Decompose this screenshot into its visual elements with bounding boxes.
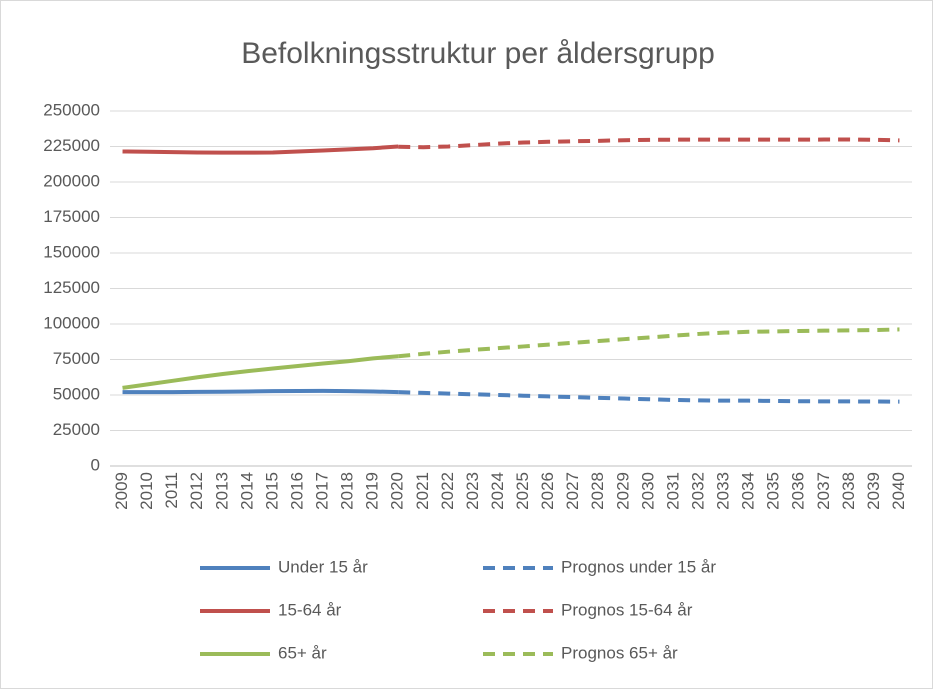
y-tick-label: 250000 <box>43 100 100 119</box>
y-tick-label: 200000 <box>43 171 100 190</box>
series-line <box>398 390 900 404</box>
series-line <box>122 354 399 390</box>
legend-label: Prognos 65+ år <box>561 643 678 662</box>
series-line <box>122 388 399 395</box>
y-tick-label: 75000 <box>53 349 100 368</box>
x-tick-label: 2027 <box>563 472 582 510</box>
x-tick-label: 2039 <box>864 472 883 510</box>
x-tick-label: 2024 <box>488 472 507 510</box>
x-tick-label: 2025 <box>513 472 532 510</box>
y-tick-label: 175000 <box>43 207 100 226</box>
y-tick-label: 25000 <box>53 420 100 439</box>
x-tick-label: 2021 <box>413 472 432 510</box>
x-tick-label: 2034 <box>739 472 758 510</box>
x-tick-label: 2037 <box>814 472 833 510</box>
x-tick-label: 2030 <box>638 472 657 510</box>
x-tick-label: 2033 <box>714 472 733 510</box>
x-tick-label: 2013 <box>212 472 231 510</box>
x-tick-label: 2040 <box>889 472 908 510</box>
x-tick-label: 2023 <box>463 472 482 510</box>
x-tick-label: 2019 <box>363 472 382 510</box>
x-tick-label: 2031 <box>663 472 682 510</box>
legend-label: 15-64 år <box>278 600 342 619</box>
y-tick-label: 125000 <box>43 278 100 297</box>
x-tick-label: 2036 <box>789 472 808 510</box>
x-tick-label: 2009 <box>112 472 131 510</box>
legend-label: Prognos 15-64 år <box>561 600 693 619</box>
y-tick-label: 150000 <box>43 242 100 261</box>
x-tick-label: 2011 <box>162 472 181 509</box>
legend-label: 65+ år <box>278 643 327 662</box>
x-tick-label: 2026 <box>538 472 557 510</box>
x-tick-label: 2010 <box>137 472 156 510</box>
x-tick-label: 2017 <box>313 472 332 510</box>
legend-label: Prognos under 15 år <box>561 557 716 576</box>
x-tick-label: 2022 <box>438 472 457 510</box>
x-tick-label: 2012 <box>187 472 206 510</box>
chart-title: Befolkningsstruktur per åldersgrupp <box>241 37 715 70</box>
x-tick-label: 2029 <box>613 472 632 510</box>
series-line <box>398 327 900 359</box>
y-tick-label: 225000 <box>43 136 100 155</box>
x-tick-label: 2014 <box>237 472 256 510</box>
series-line <box>122 144 399 155</box>
y-tick-label: 0 <box>91 455 100 474</box>
x-tick-label: 2035 <box>764 472 783 510</box>
x-tick-label: 2028 <box>588 472 607 510</box>
y-tick-label: 50000 <box>53 384 100 403</box>
legend-label: Under 15 år <box>278 557 368 576</box>
x-tick-label: 2020 <box>388 472 407 510</box>
x-tick-label: 2018 <box>338 472 357 510</box>
x-tick-label: 2038 <box>839 472 858 510</box>
x-tick-label: 2016 <box>287 472 306 510</box>
y-tick-label: 100000 <box>43 313 100 332</box>
x-tick-label: 2015 <box>262 472 281 510</box>
x-tick-label: 2032 <box>688 472 707 510</box>
series-line <box>398 137 900 150</box>
